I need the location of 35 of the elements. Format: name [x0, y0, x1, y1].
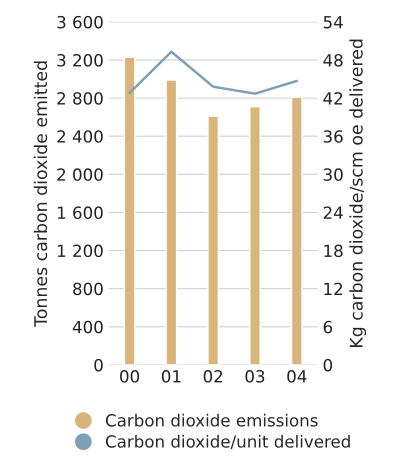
bar [249, 106, 261, 365]
y-tick-label: 400 [72, 320, 103, 334]
y2-tick-label: 48 [323, 54, 343, 67]
bar [207, 116, 220, 365]
y2-tick-label: 12 [324, 282, 342, 295]
y2-tick-label: 18 [324, 244, 343, 258]
y-tick-label: 2 400 [57, 130, 103, 143]
y-tick-label: 2 800 [57, 92, 103, 105]
y-tick-label: 1 200 [58, 244, 103, 258]
y-tick-label: 2 000 [57, 168, 103, 181]
x-tick-label: 00 [120, 370, 140, 383]
y-tick-label: 3 600 [57, 16, 103, 28]
x-tick-label: 03 [245, 370, 264, 383]
y2-tick-label: 24 [324, 206, 343, 219]
y2-tick-label: 30 [324, 168, 343, 181]
bar [124, 56, 136, 365]
y-tick-label: 3 200 [57, 54, 103, 67]
y-tick-label: 800 [73, 282, 103, 296]
y2-tick-label: 42 [323, 92, 342, 104]
y2-axis-title: Kg carbon dioxide/scm oe delivered [349, 40, 366, 347]
bar [165, 79, 178, 365]
x-tick-label: 04 [287, 370, 306, 383]
y-tick-label: 0 [94, 358, 103, 372]
legend-label: Carbon dioxide emissions [106, 414, 318, 427]
y2-tick-label: 0 [324, 358, 332, 372]
y2-tick-label: 36 [324, 130, 343, 143]
legend-label: Carbon dioxide/unit delivered [106, 434, 350, 450]
y-axis-title: Tonnes carbon dioxide emitted [34, 61, 48, 327]
y-tick-label: 1 600 [58, 206, 103, 220]
bar [290, 96, 303, 365]
x-tick-label: 01 [162, 370, 180, 383]
x-tick-label: 02 [204, 370, 222, 383]
y2-tick-label: 54 [324, 16, 343, 28]
y2-tick-label: 6 [324, 320, 332, 334]
line-series [128, 50, 298, 95]
